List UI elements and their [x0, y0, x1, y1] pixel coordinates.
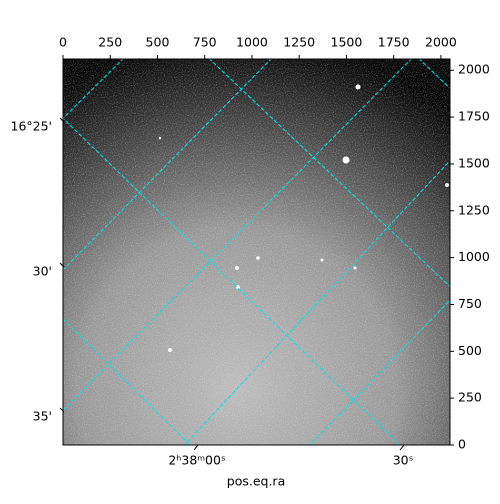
dec-tick: [59, 117, 65, 123]
y-tick-label: 1750: [458, 109, 490, 124]
y-tick-label: 0: [458, 437, 466, 452]
dec-tick-label: 35': [33, 409, 52, 424]
dec-tick: [59, 262, 65, 268]
sky-image: [63, 59, 450, 445]
x-tick-label: 750: [193, 35, 217, 50]
dec-tick-label: 30': [33, 264, 52, 279]
ra-tick-label: 2ʰ38ᵐ00ˢ: [168, 453, 225, 468]
x-tick-label: 1000: [236, 35, 268, 50]
y-tick-label: 1000: [458, 249, 490, 264]
dec-tick-label: 16°25': [11, 119, 53, 134]
x-tick-label: 2000: [425, 35, 457, 50]
plot-frame: [62, 58, 451, 446]
ra-tick-label: 30ˢ: [393, 453, 414, 468]
y-tick-label: 500: [458, 343, 482, 358]
x-tick-label: 1250: [283, 35, 315, 50]
y-tick-label: 1500: [458, 155, 490, 170]
x-tick-label: 0: [59, 35, 67, 50]
y-tick-label: 750: [458, 296, 482, 311]
y-tick-label: 250: [458, 390, 482, 405]
dec-tick: [59, 407, 65, 413]
x-tick-label: 500: [146, 35, 170, 50]
x-axis-label: pos.eq.ra: [227, 474, 285, 489]
ra-tick: [399, 444, 405, 451]
x-tick-label: 250: [98, 35, 122, 50]
y-tick-label: 1250: [458, 202, 490, 217]
x-tick-label: 1500: [331, 35, 363, 50]
x-tick-label: 1750: [378, 35, 410, 50]
wcs-grid: [63, 59, 450, 445]
ra-tick: [193, 444, 199, 451]
y-tick-label: 2000: [458, 62, 490, 77]
